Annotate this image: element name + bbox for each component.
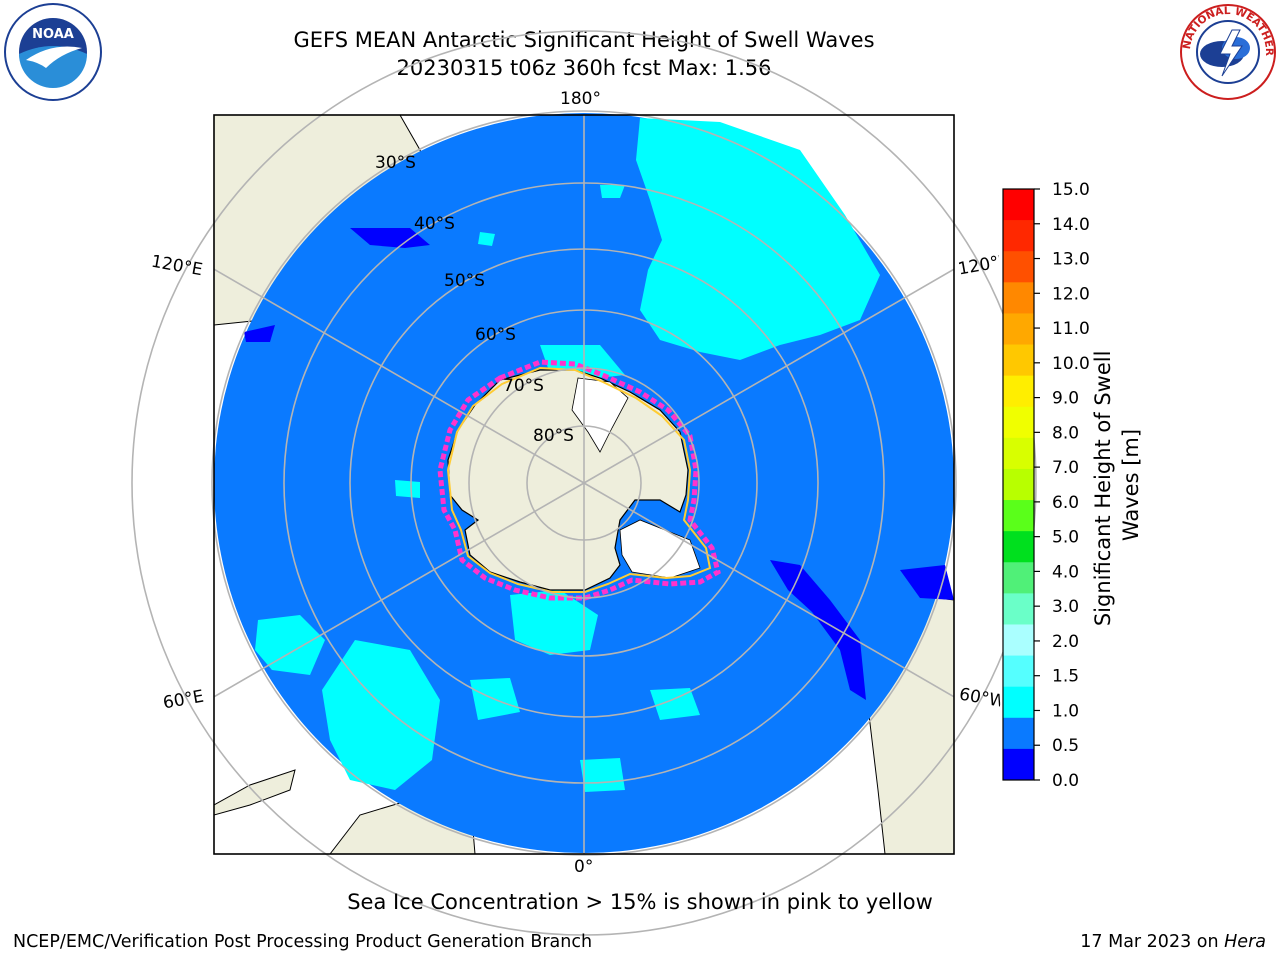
colorbar-tick-label: 0.0 bbox=[1052, 771, 1079, 791]
lat-label-40s: 40°S bbox=[414, 214, 455, 234]
colorbar-segment bbox=[1003, 717, 1034, 750]
footer-branch: NCEP/EMC/Verification Post Processing Pr… bbox=[13, 932, 593, 952]
colorbar-ticks: 15.0 14.0 13.0 12.0 11.0 10.0 9.0 8.0 7.0 6.0 5.0 4… bbox=[1034, 180, 1090, 791]
lat-label-30s: 30°S bbox=[375, 153, 416, 173]
sea-ice-inner bbox=[446, 366, 712, 593]
lat-label-60s: 60°S bbox=[475, 325, 516, 345]
colorbar-segment bbox=[1003, 748, 1034, 781]
colorbar-tick-label: 0.5 bbox=[1052, 736, 1079, 756]
ross-ice-shelf bbox=[571, 377, 629, 453]
colorbar-segment bbox=[1003, 437, 1034, 470]
lon-label-180: 180° bbox=[560, 89, 601, 109]
footer-date: 17 Mar 2023 on Hera bbox=[1080, 932, 1266, 952]
colorbar-segment bbox=[1003, 531, 1034, 563]
colorbar-segment bbox=[1003, 282, 1034, 314]
colorbar-tick-label: 3.0 bbox=[1052, 597, 1079, 617]
lat-label-70s: 70°S bbox=[503, 376, 544, 396]
colorbar-segment bbox=[1003, 344, 1034, 377]
colorbar-segment bbox=[1003, 189, 1034, 221]
colorbar-tick-label: 12.0 bbox=[1052, 284, 1090, 304]
footer-machine: Hera bbox=[1224, 932, 1266, 952]
colorbar-segment bbox=[1003, 686, 1034, 719]
colorbar-segment bbox=[1003, 655, 1034, 688]
colorbar-tick-label: 2.0 bbox=[1052, 632, 1079, 652]
chart-title: GEFS MEAN Antarctic Significant Height o… bbox=[293, 28, 875, 52]
colorbar-segment bbox=[1003, 375, 1034, 408]
nws-logo: NATIONAL WEATHER SERVICE bbox=[1178, 2, 1276, 100]
footer-date-text: 17 Mar 2023 on bbox=[1080, 932, 1225, 952]
map-frame bbox=[213, 114, 955, 855]
colorbar-label-line1: Significant Height of Swell bbox=[1091, 351, 1115, 627]
colorbar-tick-label: 1.0 bbox=[1052, 701, 1079, 721]
colorbar-tick-label: 8.0 bbox=[1052, 423, 1079, 443]
colorbar-tick-label: 4.0 bbox=[1052, 562, 1079, 582]
colorbar-label: Significant Height of Swell Waves [m] bbox=[1091, 344, 1143, 626]
sea-ice-edge bbox=[437, 359, 721, 601]
colorbar-segment bbox=[1003, 220, 1034, 252]
colorbar-segment bbox=[1003, 500, 1034, 532]
chart-subtitle: 20230315 t06z 360h fcst Max: 1.56 bbox=[396, 56, 772, 80]
colorbar-segment bbox=[1003, 251, 1034, 283]
colorbar-frame bbox=[1002, 188, 1035, 781]
antarctica-land bbox=[447, 369, 689, 591]
weddell-ice-shelf bbox=[619, 519, 701, 579]
colorbar-segment bbox=[1003, 406, 1034, 439]
colorbar-tick-label: 14.0 bbox=[1052, 215, 1090, 235]
colorbar-segments bbox=[1003, 189, 1034, 781]
colorbar-segment bbox=[1003, 313, 1034, 346]
colorbar-segment bbox=[1003, 593, 1034, 625]
lon-label-0: 0° bbox=[574, 857, 594, 877]
colorbar-segment bbox=[1003, 562, 1034, 594]
colorbar-tick-label: 1.5 bbox=[1052, 667, 1079, 687]
colorbar-tick-label: 13.0 bbox=[1052, 250, 1090, 270]
colorbar-tick-label: 11.0 bbox=[1052, 319, 1090, 339]
colorbar-label-line2: Waves [m] bbox=[1119, 429, 1143, 541]
colorbar-tick-label: 15.0 bbox=[1052, 180, 1090, 200]
lat-label-80s: 80°S bbox=[533, 426, 574, 446]
colorbar-tick-label: 10.0 bbox=[1052, 354, 1090, 374]
sea-ice-note: Sea Ice Concentration > 15% is shown in … bbox=[347, 890, 933, 914]
colorbar-tick-label: 5.0 bbox=[1052, 528, 1079, 548]
colorbar-tick-label: 7.0 bbox=[1052, 458, 1079, 478]
noaa-logo: NOAA bbox=[4, 3, 102, 101]
colorbar-segment bbox=[1003, 468, 1034, 501]
colorbar-tick-label: 6.0 bbox=[1052, 493, 1079, 513]
colorbar-segment bbox=[1003, 624, 1034, 657]
lat-label-50s: 50°S bbox=[444, 271, 485, 291]
noaa-text: NOAA bbox=[32, 27, 74, 42]
colorbar-tick-label: 9.0 bbox=[1052, 389, 1079, 409]
